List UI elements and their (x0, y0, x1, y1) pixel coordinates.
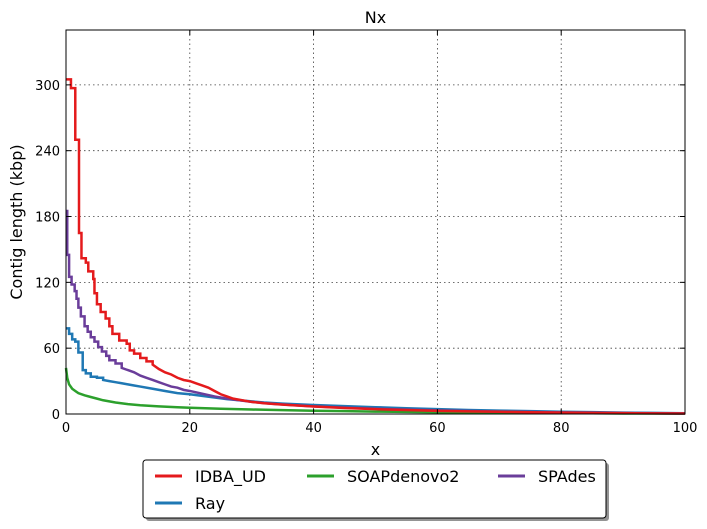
series-lines (64, 78, 686, 415)
x-tick-label: 60 (429, 421, 446, 436)
x-axis-label: x (371, 440, 380, 459)
y-tick-label: 120 (35, 276, 60, 291)
y-tick-label: 180 (35, 211, 60, 226)
y-tick-label: 240 (35, 145, 60, 160)
x-tick-label: 40 (305, 421, 322, 436)
axis-ticks: 0 20 40 60 80 100 0 60 120 180 240 300 (35, 30, 697, 436)
legend-box (142, 459, 607, 519)
legend: IDBA_UD Ray SOAPdenovo2 SPAdes (142, 459, 609, 521)
chart-title: Nx (365, 8, 386, 27)
y-tick-label: 0 (52, 408, 60, 423)
series-line-ray (66, 327, 686, 415)
grid-lines (66, 30, 685, 414)
x-tick-label: 80 (553, 421, 570, 436)
series-line-spades (65, 209, 686, 415)
series-line-idba-ud (66, 78, 686, 415)
legend-label-ray: Ray (195, 494, 225, 513)
y-axis-label: Contig length (kbp) (7, 144, 26, 299)
legend-label-idba-ud: IDBA_UD (195, 467, 266, 487)
plot-frame (65, 29, 686, 415)
y-tick-label: 60 (43, 342, 60, 357)
legend-label-soapdenovo2: SOAPdenovo2 (347, 467, 459, 486)
x-tick-label: 0 (62, 421, 70, 436)
y-tick-label: 300 (35, 79, 60, 94)
x-tick-label: 20 (182, 421, 199, 436)
x-tick-label: 100 (673, 421, 698, 436)
legend-label-spades: SPAdes (538, 467, 596, 486)
